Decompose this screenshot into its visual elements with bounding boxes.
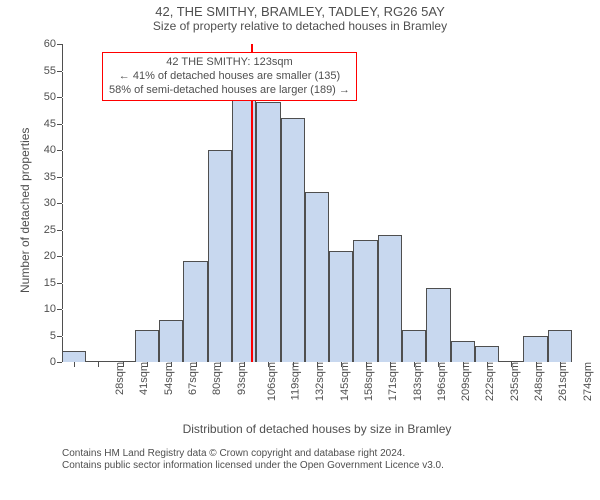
chart-title-main: 42, THE SMITHY, BRAMLEY, TADLEY, RG26 5A… bbox=[0, 0, 600, 19]
x-tick-mark bbox=[268, 362, 269, 367]
x-tick-label: 93sqm bbox=[234, 362, 248, 395]
x-tick-mark bbox=[390, 362, 391, 367]
x-tick-label: 274sqm bbox=[580, 362, 594, 401]
histogram-bar bbox=[329, 251, 353, 362]
x-tick-mark bbox=[487, 362, 488, 367]
histogram-bar bbox=[281, 118, 305, 362]
x-tick-label: 145sqm bbox=[337, 362, 351, 401]
y-tick-label: 25 bbox=[44, 224, 62, 236]
x-tick-mark bbox=[341, 362, 342, 367]
x-tick-mark bbox=[220, 362, 221, 367]
x-tick-mark bbox=[366, 362, 367, 367]
annotation-line-1: 42 THE SMITHY: 123sqm bbox=[109, 56, 350, 70]
x-tick-mark bbox=[171, 362, 172, 367]
chart-container: 42, THE SMITHY, BRAMLEY, TADLEY, RG26 5A… bbox=[0, 0, 600, 500]
x-tick-label: 28sqm bbox=[112, 362, 126, 395]
annotation-line-2: ← 41% of detached houses are smaller (13… bbox=[109, 70, 350, 84]
footer-line-2: Contains public sector information licen… bbox=[62, 460, 444, 472]
x-tick-label: 235sqm bbox=[507, 362, 521, 401]
x-tick-label: 67sqm bbox=[185, 362, 199, 395]
x-tick-label: 261sqm bbox=[555, 362, 569, 401]
x-tick-label: 183sqm bbox=[410, 362, 424, 401]
histogram-bar bbox=[523, 336, 547, 363]
x-tick-mark bbox=[463, 362, 464, 367]
histogram-bar bbox=[232, 97, 256, 362]
x-tick-label: 54sqm bbox=[161, 362, 175, 395]
x-tick-mark bbox=[123, 362, 124, 367]
histogram-bar bbox=[353, 240, 377, 362]
x-tick-mark bbox=[560, 362, 561, 367]
annotation-box: 42 THE SMITHY: 123sqm ← 41% of detached … bbox=[102, 52, 357, 101]
y-gridline bbox=[62, 177, 572, 178]
annotation-line-3: 58% of semi-detached houses are larger (… bbox=[109, 84, 350, 98]
x-tick-label: 41sqm bbox=[136, 362, 150, 395]
x-tick-mark bbox=[438, 362, 439, 367]
x-tick-label: 222sqm bbox=[483, 362, 497, 401]
histogram-bar bbox=[451, 341, 475, 362]
y-tick-label: 45 bbox=[44, 118, 62, 130]
chart-title-sub: Size of property relative to detached ho… bbox=[0, 19, 600, 33]
x-tick-label: 171sqm bbox=[385, 362, 399, 401]
x-tick-mark bbox=[147, 362, 148, 367]
y-tick-label: 50 bbox=[44, 91, 62, 103]
y-tick-label: 10 bbox=[44, 303, 62, 315]
y-tick-label: 5 bbox=[50, 330, 62, 342]
histogram-bar bbox=[305, 192, 329, 362]
x-tick-label: 80sqm bbox=[209, 362, 223, 395]
x-tick-label: 158sqm bbox=[361, 362, 375, 401]
histogram-bar bbox=[378, 235, 402, 362]
histogram-bar bbox=[208, 150, 232, 362]
x-tick-label: 209sqm bbox=[458, 362, 472, 401]
x-tick-mark bbox=[98, 362, 99, 367]
y-tick-label: 55 bbox=[44, 65, 62, 77]
x-tick-label: 119sqm bbox=[287, 362, 301, 400]
histogram-bar bbox=[159, 320, 183, 362]
histogram-bar bbox=[135, 330, 159, 362]
y-tick-label: 40 bbox=[44, 144, 62, 156]
y-tick-label: 60 bbox=[44, 38, 62, 50]
histogram-bar bbox=[548, 330, 572, 362]
x-axis-label: Distribution of detached houses by size … bbox=[62, 422, 572, 436]
y-gridline bbox=[62, 124, 572, 125]
x-tick-label: 106sqm bbox=[264, 362, 278, 401]
histogram-bar bbox=[475, 346, 499, 362]
footer-attribution: Contains HM Land Registry data © Crown c… bbox=[62, 448, 444, 472]
x-tick-label: 132sqm bbox=[313, 362, 327, 401]
x-tick-mark bbox=[536, 362, 537, 367]
x-tick-mark bbox=[74, 362, 75, 367]
x-tick-label: 248sqm bbox=[531, 362, 545, 401]
histogram-bar bbox=[256, 102, 280, 362]
y-tick-label: 0 bbox=[50, 356, 62, 368]
histogram-bar bbox=[402, 330, 426, 362]
y-tick-label: 35 bbox=[44, 171, 62, 183]
x-tick-mark bbox=[244, 362, 245, 367]
x-tick-mark bbox=[414, 362, 415, 367]
x-tick-label: 196sqm bbox=[434, 362, 448, 401]
y-tick-label: 15 bbox=[44, 277, 62, 289]
y-axis-label: Number of detached properties bbox=[18, 128, 32, 293]
footer-line-1: Contains HM Land Registry data © Crown c… bbox=[62, 448, 444, 460]
x-tick-mark bbox=[317, 362, 318, 367]
x-tick-mark bbox=[293, 362, 294, 367]
histogram-bar bbox=[183, 261, 207, 362]
y-gridline bbox=[62, 150, 572, 151]
histogram-bar bbox=[426, 288, 450, 362]
x-tick-mark bbox=[511, 362, 512, 367]
histogram-bar bbox=[62, 351, 86, 362]
x-tick-mark bbox=[196, 362, 197, 367]
y-tick-label: 30 bbox=[44, 197, 62, 209]
y-tick-label: 20 bbox=[44, 250, 62, 262]
